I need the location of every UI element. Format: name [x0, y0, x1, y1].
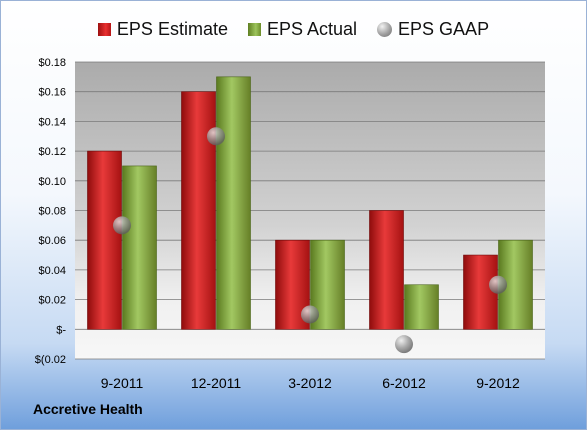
legend-label-eps-actual: EPS Actual [266, 18, 358, 39]
x-tick-label: 9-2011 [101, 375, 144, 391]
bar-eps-estimate [463, 254, 498, 330]
legend-swatch-eps-estimate [97, 22, 111, 36]
legend-item-eps-gaap: EPS GAAP [377, 19, 489, 40]
gaap-marker [489, 275, 507, 294]
y-tick-label: $0.02 [38, 295, 66, 307]
gaap-markers [113, 127, 507, 354]
legend-label-eps-gaap: EPS GAAP [398, 18, 490, 39]
bar-eps-actual [216, 76, 251, 330]
y-tick-label: $(0.02 [35, 354, 66, 366]
bar-eps-estimate [369, 210, 404, 330]
bars [87, 76, 533, 330]
y-axis: $(0.02 $- $0.02 $0.04 $0.06 $0.08 $0.10 $0.12 $0… [35, 57, 67, 366]
gaap-marker [207, 127, 225, 146]
legend-swatch-eps-gaap [377, 21, 393, 37]
legend-swatch-eps-actual [247, 22, 261, 36]
y-tick-label: $0.08 [38, 206, 66, 218]
gaap-marker [395, 335, 413, 354]
legend-label-eps-estimate: EPS Estimate [116, 18, 228, 39]
legend: EPS Estimate EPS Actual EPS GAAP [0, 14, 587, 44]
x-tick-label: 3-2012 [288, 375, 332, 391]
y-tick-label: $0.18 [38, 57, 66, 69]
gaap-marker [301, 305, 319, 324]
y-tick-label: $0.06 [38, 235, 66, 247]
company-label: Accretive Health [33, 401, 143, 417]
x-axis: 9-2011 12-2011 3-2012 6-2012 9-2012 [101, 375, 520, 391]
gaap-marker [113, 216, 131, 235]
y-tick-label: $0.16 [38, 87, 66, 99]
x-tick-label: 6-2012 [382, 375, 426, 391]
bar-eps-estimate [181, 91, 216, 330]
bar-eps-estimate [87, 150, 122, 330]
y-tick-label: $0.14 [38, 116, 66, 128]
y-tick-label: $- [56, 324, 66, 336]
legend-item-eps-estimate: EPS Estimate [97, 18, 228, 40]
y-tick-label: $0.04 [38, 265, 66, 277]
legend-item-eps-actual: EPS Actual [247, 18, 358, 40]
y-tick-label: $0.12 [38, 146, 66, 158]
y-tick-label: $0.10 [38, 176, 66, 188]
x-tick-label: 9-2012 [476, 375, 520, 391]
bar-eps-actual [122, 165, 157, 330]
x-tick-label: 12-2011 [191, 375, 242, 391]
bar-eps-actual [404, 284, 439, 330]
